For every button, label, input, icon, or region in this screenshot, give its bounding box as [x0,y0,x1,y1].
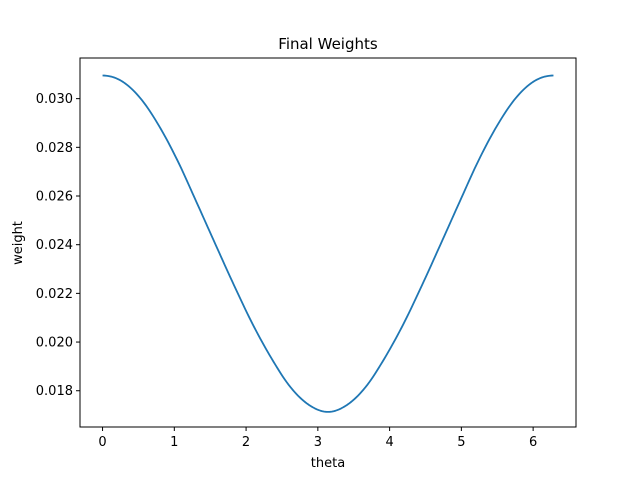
chart-title: Final Weights [278,35,378,53]
y-tick-label: 0.026 [36,190,73,205]
x-tick-label: 3 [314,435,322,450]
y-tick-label: 0.020 [36,336,73,351]
plot-area [102,74,554,413]
x-axis-label: theta [311,456,345,471]
y-axis-label: weight [11,221,26,265]
x-tick-label: 0 [98,435,106,450]
x-tick-label: 4 [385,435,393,450]
x-axis: 0 1 2 3 4 5 6 [98,427,537,450]
series-line-0 [102,74,554,413]
x-tick-label: 1 [170,435,178,450]
y-tick-label: 0.018 [36,384,73,399]
y-tick-label: 0.028 [36,141,73,156]
y-tick-label: 0.024 [36,238,73,253]
x-tick-label: 2 [242,435,250,450]
x-tick-label: 5 [457,435,465,450]
y-axis: 0.018 0.020 0.022 0.024 0.026 0.028 0.030 [36,92,80,399]
x-tick-label: 6 [529,435,537,450]
y-tick-label: 0.022 [36,287,73,302]
plot-frame [79,57,577,428]
y-tick-label: 0.030 [36,92,73,107]
